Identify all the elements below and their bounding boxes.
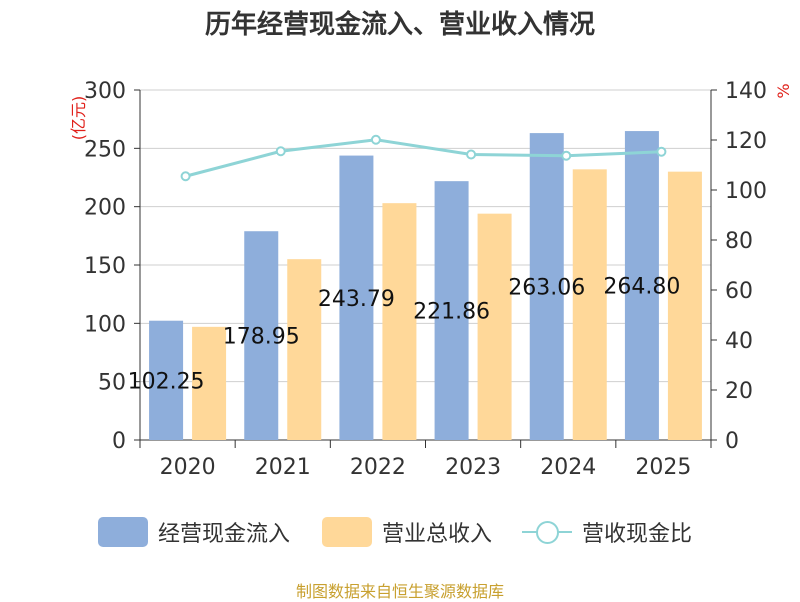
bar-cash-inflow [624,131,659,441]
y-right-tick-label: 100 [725,179,767,204]
bar-cash-inflow [244,231,279,440]
point-cash-ratio [656,146,667,157]
y-right-axis-label: % [774,83,793,98]
bar-data-label: 243.79 [318,287,395,312]
legend-item-revenue[interactable]: 营业总收入 [322,516,492,548]
bar-cash-inflow [529,133,564,440]
x-tick-label: 2023 [445,455,501,480]
y-left-tick-label: 250 [84,137,126,162]
point-cash-ratio [466,149,477,160]
line-cash-ratio [185,138,662,178]
x-tick-label: 2025 [635,455,691,480]
point-cash-ratio [275,146,286,157]
y-right-tick-label: 60 [725,279,753,304]
y-left-tick-label: 150 [84,254,126,279]
y-left-tick-label: 50 [98,371,126,396]
legend-label-cash-inflow: 经营现金流入 [158,522,291,547]
y-left-tick-label: 100 [84,312,126,337]
y-right-tick-label: 120 [725,129,767,154]
bar-revenue [382,203,417,440]
x-tick-label: 2024 [540,455,596,480]
bar-revenue [287,259,322,440]
bar-cash-inflow [149,320,184,440]
bar-revenue [477,213,512,440]
bar-data-label: 102.25 [128,369,205,394]
x-tick-label: 2021 [255,455,311,480]
y-right-tick-label: 140 [725,79,767,104]
bar-data-label: 263.06 [508,276,585,301]
y-right-tick-label: 0 [725,429,739,454]
legend-swatch-cash-inflow [98,517,148,547]
chart-title: 历年经营现金流入、营业收入情况 [204,10,595,40]
legend-item-cash-inflow[interactable]: 经营现金流入 [98,516,290,548]
legend-swatch-cash-ratio [522,517,572,547]
legend-item-cash-ratio[interactable]: 营收现金比 [522,516,692,548]
y-right-tick-label: 80 [725,229,753,254]
bar-revenue [572,169,607,441]
y-left-tick-label: 300 [84,79,126,104]
x-tick-label: 2022 [350,455,406,480]
y-left-axis-label: (亿元) [69,96,88,141]
point-cash-ratio [180,171,191,182]
legend-swatch-revenue [322,517,372,547]
y-right-tick-label: 40 [725,329,753,354]
bar-data-label: 264.80 [603,275,680,300]
legend-label-revenue: 营业总收入 [382,522,493,547]
bar-cash-inflow [339,155,374,440]
bar-cash-inflow [434,181,469,440]
source-note: 制图数据来自恒生聚源数据库 [295,582,504,601]
point-cash-ratio [561,150,572,161]
bar-revenue [667,171,702,440]
point-cash-ratio [370,134,381,145]
legend-label-cash-ratio: 营收现金比 [582,522,693,547]
y-right-tick-label: 20 [725,379,753,404]
y-left-tick-label: 0 [112,429,126,454]
bar-revenue [192,326,227,440]
bar-data-label: 221.86 [413,300,490,325]
y-left-tick-label: 200 [84,196,126,221]
x-tick-label: 2020 [160,455,216,480]
bar-data-label: 178.95 [223,325,300,350]
